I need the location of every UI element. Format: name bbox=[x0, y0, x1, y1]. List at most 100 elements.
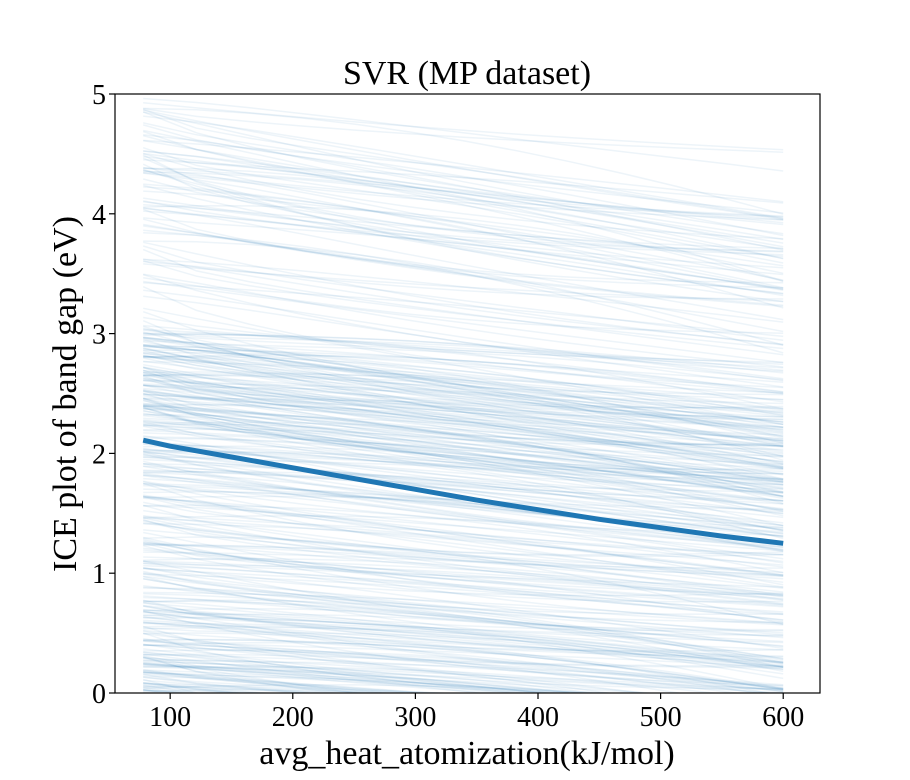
ice-curve bbox=[143, 383, 784, 423]
ice-curve bbox=[143, 332, 784, 369]
ice-curve bbox=[143, 659, 613, 693]
ice-curve bbox=[143, 420, 784, 493]
ice-curve bbox=[143, 465, 784, 560]
ice-curve bbox=[143, 410, 784, 505]
ice-curve bbox=[143, 420, 784, 497]
ice-curve bbox=[142, 124, 784, 214]
ice-curve bbox=[143, 670, 372, 693]
ice-curve bbox=[143, 495, 784, 588]
ice-curve bbox=[143, 407, 784, 485]
ice-curve bbox=[143, 390, 784, 447]
ice-curve bbox=[143, 662, 587, 693]
ice-curve bbox=[143, 497, 784, 563]
ice-curve bbox=[143, 573, 784, 621]
ice-curve bbox=[143, 421, 784, 480]
ice-curve bbox=[143, 387, 784, 442]
ice-curve bbox=[143, 572, 784, 626]
x-tick-label: 100 bbox=[149, 702, 191, 733]
ice-curve bbox=[143, 331, 784, 433]
ice-curve bbox=[143, 435, 784, 500]
ice-curve bbox=[143, 643, 784, 690]
x-tick-label: 300 bbox=[394, 702, 436, 733]
ice-curve bbox=[143, 280, 784, 364]
ice-curve bbox=[143, 348, 784, 430]
ice-curve bbox=[143, 336, 784, 410]
ice-curve bbox=[143, 471, 784, 515]
x-tick-label: 400 bbox=[517, 702, 559, 733]
ice-curve bbox=[143, 357, 784, 405]
ice-curve bbox=[143, 225, 784, 307]
ice-curve bbox=[143, 545, 784, 603]
ice-curve bbox=[143, 547, 784, 623]
average-curve-group bbox=[142, 437, 784, 546]
ice-curve bbox=[143, 488, 784, 529]
ice-curve bbox=[142, 157, 784, 252]
ice-curve bbox=[143, 336, 784, 381]
ice-curve bbox=[143, 451, 784, 533]
ice-curve bbox=[143, 204, 784, 258]
ice-curve bbox=[142, 208, 784, 289]
ice-curve bbox=[143, 340, 784, 448]
ice-curve bbox=[143, 398, 784, 440]
ice-curve bbox=[143, 495, 784, 552]
ice-curve bbox=[143, 289, 784, 382]
ice-curve bbox=[143, 158, 784, 248]
ice-curve bbox=[143, 659, 598, 693]
ice-curve bbox=[143, 556, 784, 595]
ice-curve bbox=[143, 442, 784, 515]
ice-curve bbox=[143, 562, 784, 605]
ice-curve bbox=[143, 369, 784, 468]
average-curve bbox=[142, 437, 784, 546]
ice-curve bbox=[143, 605, 784, 666]
ice-curve bbox=[143, 613, 784, 660]
ice-curve bbox=[143, 429, 784, 481]
ice-curve bbox=[143, 218, 784, 284]
ice-curve bbox=[143, 639, 784, 668]
ice-curve bbox=[143, 441, 784, 494]
ice-curve bbox=[143, 190, 784, 267]
ice-curve bbox=[143, 351, 784, 403]
ice-curve bbox=[143, 347, 784, 457]
ice-curve bbox=[143, 432, 784, 466]
x-tick-label: 500 bbox=[640, 702, 682, 733]
ice-curve bbox=[143, 575, 784, 615]
ice-curve bbox=[143, 621, 784, 658]
ice-curve bbox=[143, 393, 784, 454]
ice-curve bbox=[143, 333, 784, 372]
ice-curve bbox=[142, 482, 784, 577]
ice-curve bbox=[143, 675, 437, 693]
ice-curve bbox=[143, 129, 784, 250]
ice-curve bbox=[142, 377, 784, 469]
ice-curve bbox=[143, 676, 318, 693]
ice-curve bbox=[143, 567, 784, 597]
ice-curve bbox=[143, 384, 784, 452]
ice-curve bbox=[143, 653, 784, 692]
ice-curve bbox=[143, 449, 784, 540]
ice-curve bbox=[143, 494, 784, 556]
ice-curve bbox=[143, 134, 784, 217]
ice-curve bbox=[143, 615, 784, 689]
ice-curve bbox=[143, 316, 784, 393]
ice-curve bbox=[143, 379, 784, 465]
ice-curve bbox=[143, 334, 784, 380]
ice-curve bbox=[143, 595, 784, 638]
ice-curve bbox=[143, 439, 784, 502]
ice-curve bbox=[143, 403, 784, 480]
ice-curve bbox=[143, 390, 784, 447]
ice-curve bbox=[143, 575, 784, 631]
ice-curve bbox=[143, 339, 784, 383]
ice-curve bbox=[143, 295, 784, 388]
ice-curve bbox=[143, 172, 784, 221]
ice-curve bbox=[143, 404, 784, 481]
y-tick-label: 4 bbox=[92, 200, 106, 231]
ice-curve bbox=[143, 568, 784, 621]
ice-curve bbox=[143, 460, 784, 529]
ice-curve bbox=[143, 166, 784, 289]
ice-curve bbox=[143, 402, 784, 448]
ice-curve bbox=[143, 621, 784, 657]
ice-curve bbox=[143, 517, 784, 556]
ice-curve bbox=[143, 356, 784, 434]
ice-curve bbox=[143, 152, 784, 244]
ice-curve bbox=[143, 536, 784, 625]
